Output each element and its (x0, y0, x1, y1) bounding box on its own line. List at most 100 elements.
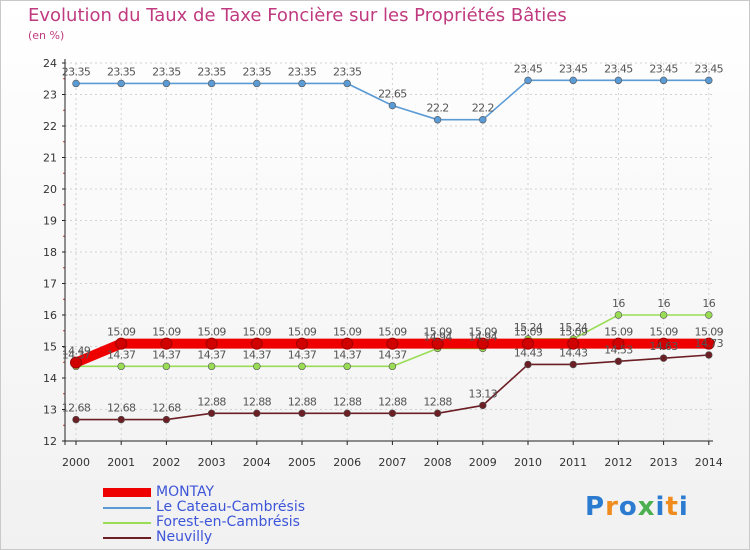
data-label-forest-en-cambresis: 14.37 (243, 348, 272, 361)
data-point-montay (115, 337, 128, 350)
data-label-forest-en-cambresis: 14.37 (62, 348, 91, 361)
data-label-le-cateau-cambresis: 23.35 (62, 65, 91, 78)
data-point-montay (205, 337, 218, 350)
data-label-le-cateau-cambresis: 23.35 (333, 65, 362, 78)
data-label-neuvilly: 12.68 (152, 402, 181, 415)
data-point-le-cateau-cambresis (433, 115, 442, 124)
data-point-forest-en-cambresis (117, 362, 125, 371)
legend-label: Neuvilly (156, 529, 213, 545)
data-label-forest-en-cambresis: 14.37 (107, 348, 136, 361)
data-point-le-cateau-cambresis (524, 76, 532, 85)
data-label-montay: 15.09 (469, 326, 498, 339)
data-point-montay (160, 337, 173, 350)
data-point-montay (296, 337, 308, 350)
x-tick-label: 2010 (514, 456, 542, 469)
data-label-le-cateau-cambresis: 23.35 (152, 65, 181, 78)
data-point-le-cateau-cambresis (705, 76, 713, 85)
y-tick-label: 15 (43, 341, 57, 354)
data-label-neuvilly: 12.88 (197, 395, 226, 408)
data-label-montay: 14.49 (62, 345, 91, 358)
data-label-le-cateau-cambresis: 23.45 (559, 62, 588, 75)
data-point-neuvilly (162, 415, 171, 424)
data-label-forest-en-cambresis: 16 (702, 297, 715, 310)
data-label-forest-en-cambresis: 14.94 (423, 330, 452, 343)
data-point-neuvilly (479, 401, 487, 410)
data-point-forest-en-cambresis (705, 311, 713, 319)
x-tick-label: 2009 (469, 456, 497, 469)
x-tick-label: 2003 (198, 456, 226, 469)
data-label-neuvilly: 12.88 (333, 395, 362, 408)
data-label-le-cateau-cambresis: 23.35 (288, 65, 317, 78)
data-point-forest-en-cambresis (343, 362, 351, 371)
data-point-le-cateau-cambresis (207, 79, 216, 88)
data-label-neuvilly: 12.88 (423, 395, 452, 408)
y-tick-label: 19 (43, 215, 57, 228)
data-point-montay (612, 337, 625, 350)
data-point-neuvilly (72, 415, 80, 424)
data-point-le-cateau-cambresis (117, 79, 125, 88)
y-tick-label: 14 (43, 372, 57, 385)
data-label-neuvilly: 14.43 (559, 346, 588, 359)
x-tick-label: 2011 (559, 456, 587, 469)
data-point-montay (386, 337, 399, 350)
data-label-le-cateau-cambresis: 23.35 (107, 65, 136, 78)
y-tick-label: 18 (43, 246, 57, 259)
data-point-neuvilly (433, 409, 442, 417)
legend-label: Le Cateau-Cambrésis (156, 499, 305, 515)
data-point-forest-en-cambresis (162, 362, 171, 371)
data-point-neuvilly (253, 409, 261, 417)
value-labels: 14.49 15.09 15.09 15.09 15.09 15.09 15.09 15.09… (62, 62, 724, 414)
legend-label: Forest-en-Cambrésis (156, 514, 300, 530)
data-point-neuvilly (343, 409, 351, 417)
data-point-forest-en-cambresis (253, 362, 261, 371)
data-label-montay: 15.09 (649, 326, 678, 339)
data-label-montay: 15.09 (152, 326, 181, 339)
data-point-forest-en-cambresis (659, 311, 668, 319)
x-tick-label: 2006 (333, 456, 361, 469)
x-tick-label: 2007 (378, 456, 406, 469)
data-point-montay (702, 337, 715, 350)
x-tick-label: 2001 (107, 456, 135, 469)
data-point-montay (476, 337, 489, 350)
data-label-le-cateau-cambresis: 23.35 (197, 65, 226, 78)
data-label-neuvilly: 12.88 (243, 395, 272, 408)
data-point-le-cateau-cambresis (343, 79, 351, 88)
data-label-montay: 15.09 (378, 326, 407, 339)
data-point-le-cateau-cambresis (253, 79, 261, 88)
x-tick-label: 2012 (604, 456, 632, 469)
data-label-montay: 15.09 (333, 326, 362, 339)
x-tick-label: 2008 (424, 456, 452, 469)
logo-letter: o (618, 492, 638, 522)
data-label-forest-en-cambresis: 14.37 (378, 348, 407, 361)
data-point-le-cateau-cambresis (298, 79, 306, 88)
data-label-neuvilly: 12.88 (378, 395, 407, 408)
data-label-neuvilly: 13.13 (469, 387, 498, 400)
data-label-le-cateau-cambresis: 23.45 (514, 62, 543, 75)
data-label-neuvilly: 14.53 (604, 343, 633, 356)
data-label-neuvilly: 12.68 (62, 402, 91, 415)
data-point-neuvilly (705, 351, 713, 359)
data-label-forest-en-cambresis: 14.37 (152, 348, 181, 361)
data-point-montay (567, 337, 580, 350)
data-point-neuvilly (569, 360, 577, 369)
data-label-forest-en-cambresis: 16 (657, 297, 670, 310)
data-point-le-cateau-cambresis (479, 115, 487, 124)
data-point-neuvilly (614, 357, 623, 366)
data-label-le-cateau-cambresis: 23.45 (695, 62, 724, 75)
data-label-forest-en-cambresis: 14.37 (333, 348, 362, 361)
logo-letter: i (678, 492, 689, 522)
x-tick-label: 2014 (695, 456, 723, 469)
data-point-le-cateau-cambresis (388, 101, 397, 110)
data-label-forest-en-cambresis: 15.24 (559, 321, 588, 334)
data-point-le-cateau-cambresis (72, 79, 80, 88)
data-label-montay: 15.09 (288, 326, 317, 339)
data-label-forest-en-cambresis: 16 (612, 297, 625, 310)
proxiti-logo: Proxiti (585, 492, 689, 522)
data-point-forest-en-cambresis (388, 362, 397, 371)
data-point-neuvilly (298, 409, 306, 417)
data-point-neuvilly (117, 415, 125, 424)
data-label-forest-en-cambresis: 15.24 (514, 321, 543, 334)
chart-subtitle: (en %) (28, 29, 65, 42)
data-label-montay: 15.09 (107, 326, 136, 339)
data-label-le-cateau-cambresis: 23.45 (604, 62, 633, 75)
